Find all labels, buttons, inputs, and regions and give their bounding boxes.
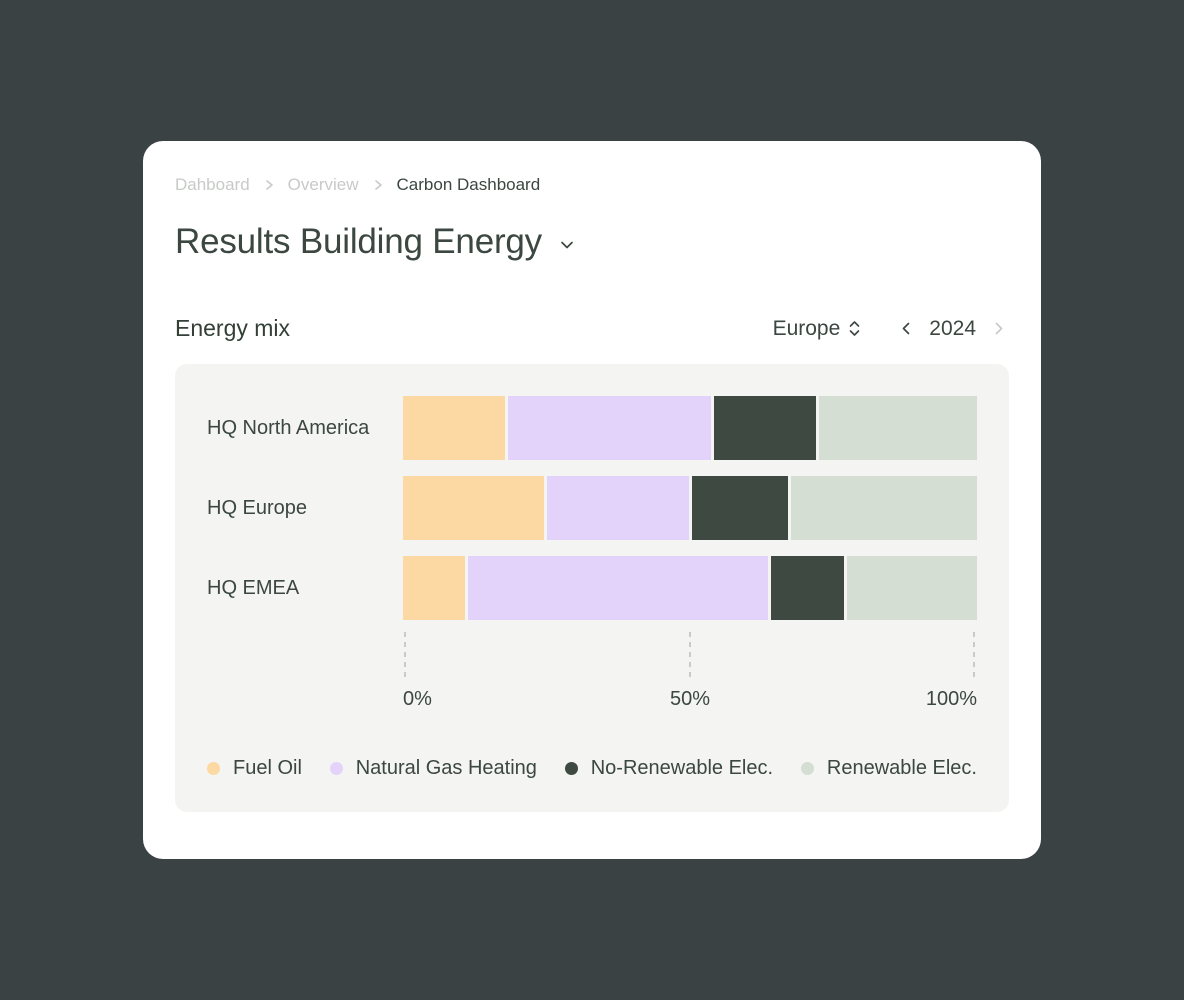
chart-row-hq-north-america: HQ North America: [207, 396, 978, 461]
page-title-row: Results Building Energy: [175, 222, 1009, 262]
axis-label-100: 100%: [925, 688, 977, 711]
legend-item-no-renewable-elec: No-Renewable Elec.: [564, 757, 774, 780]
bar-segment-natural-gas-heating[interactable]: [468, 556, 768, 621]
category-label: HQ EMEA: [207, 576, 300, 599]
year-pager: 2024: [896, 317, 1009, 341]
tick-line-100: [973, 632, 975, 681]
bar-segment-fuel-oil[interactable]: [403, 556, 466, 621]
bar-segment-fuel-oil[interactable]: [403, 476, 545, 541]
chart-rows: HQ North America HQ Europe HQ EMEA: [207, 396, 978, 621]
chart-row-hq-emea: HQ EMEA: [207, 556, 978, 621]
breadcrumb-item-carbon-dashboard[interactable]: Carbon Dashboard: [396, 175, 541, 194]
stacked-bar-hq-north-america: [403, 396, 978, 461]
axis-labels: 0% 50% 100%: [403, 688, 977, 712]
breadcrumb: Dahboard Overview Carbon Dashboard: [175, 175, 1009, 195]
region-selector[interactable]: Europe: [773, 317, 863, 341]
axis-label-0: 0%: [403, 688, 432, 711]
stacked-bar-hq-emea: [403, 556, 978, 621]
chart-legend: Fuel Oil Natural Gas Heating No-Renewable …: [207, 757, 977, 780]
bar-segment-renewable-elec[interactable]: [790, 476, 977, 541]
chart-controls: Europe 2024: [773, 317, 1009, 341]
legend-label: Fuel Oil: [233, 757, 302, 780]
bar-segment-no-renewable-elec[interactable]: [770, 556, 845, 621]
bar-segment-natural-gas-heating[interactable]: [507, 396, 712, 461]
legend-dot-no-renewable-elec: [564, 762, 578, 776]
legend-label: Natural Gas Heating: [355, 757, 537, 780]
chevrons-up-down-icon: [849, 321, 860, 337]
bar-segment-renewable-elec[interactable]: [847, 556, 978, 621]
axis-label-50: 50%: [669, 688, 711, 711]
year-next-button[interactable]: [988, 318, 1009, 339]
tick-line-0: [404, 632, 406, 681]
page-title: Results Building Energy: [175, 222, 542, 262]
legend-item-fuel-oil: Fuel Oil: [207, 757, 302, 780]
bar-segment-renewable-elec[interactable]: [818, 396, 978, 461]
axis-ticks: [403, 632, 977, 681]
region-selector-value: Europe: [772, 316, 841, 340]
chart-panel: HQ North America HQ Europe HQ EMEA 0% 50% …: [175, 364, 1009, 813]
stacked-bar-hq-europe: [403, 476, 977, 541]
section-header: Energy mix Europe 2024: [175, 315, 1009, 342]
bar-segment-no-renewable-elec[interactable]: [714, 396, 816, 461]
legend-dot-renewable-elec: [800, 762, 814, 776]
breadcrumb-item-dashboard[interactable]: Dahboard: [175, 175, 250, 194]
year-value: 2024: [929, 316, 976, 340]
tick-line-50: [689, 632, 691, 681]
year-prev-button[interactable]: [896, 318, 917, 339]
chevron-right-icon: [265, 180, 273, 190]
bar-segment-no-renewable-elec[interactable]: [691, 476, 788, 541]
category-label: HQ North America: [207, 416, 370, 439]
section-heading: Energy mix: [175, 315, 291, 342]
breadcrumb-item-overview[interactable]: Overview: [287, 175, 359, 194]
title-dropdown-button[interactable]: [556, 234, 578, 256]
chevron-down-icon: [561, 242, 573, 249]
legend-item-renewable-elec: Renewable Elec.: [800, 757, 977, 780]
category-label: HQ Europe: [207, 496, 308, 519]
legend-dot-fuel-oil: [207, 762, 220, 776]
legend-dot-natural-gas-heating: [329, 762, 343, 776]
legend-item-natural-gas-heating: Natural Gas Heating: [329, 757, 537, 780]
dashboard-card: Dahboard Overview Carbon Dashboard Resul…: [143, 141, 1041, 859]
chevron-left-icon: [902, 323, 910, 335]
bar-segment-fuel-oil[interactable]: [403, 396, 505, 461]
chevron-right-icon: [995, 323, 1003, 335]
bar-segment-natural-gas-heating[interactable]: [547, 476, 689, 541]
chart-row-hq-europe: HQ Europe: [207, 476, 977, 541]
legend-label: Renewable Elec.: [826, 757, 977, 780]
legend-label: No-Renewable Elec.: [590, 757, 774, 780]
chevron-right-icon: [374, 180, 382, 190]
